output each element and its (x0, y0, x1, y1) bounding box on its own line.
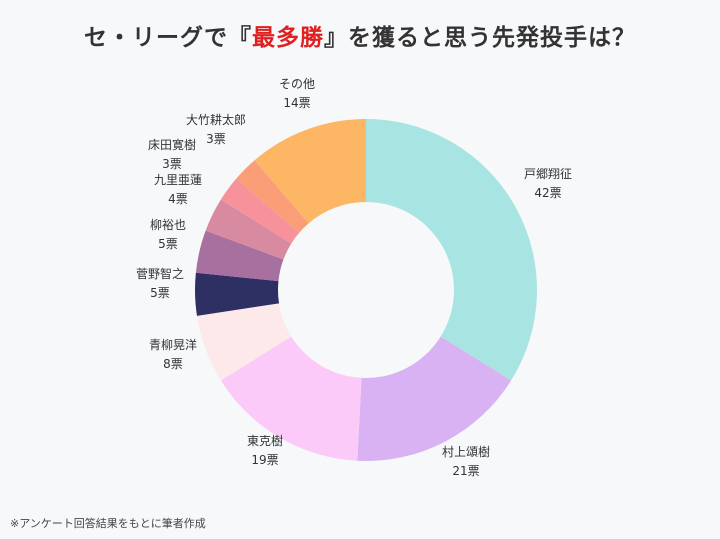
slice-label-1: 戸郷翔征 42票 (524, 167, 572, 200)
slice-label-value-2: 21票 (452, 464, 479, 478)
slice-label-name-5: 菅野智之 (136, 266, 184, 281)
slice-5 (195, 272, 280, 316)
slice-label-name-9: 大竹耕太郎 (186, 112, 246, 127)
slice-label-value-10: 14票 (283, 96, 310, 110)
slice-1 (366, 119, 537, 381)
slice-label-name-7: 九里亜蓮 (154, 173, 202, 187)
title-prefix: セ・リーグで『 (84, 25, 252, 51)
slice-label-10: その他 14票 (279, 77, 315, 110)
slice-7 (205, 199, 292, 260)
slice-label-value-3: 19票 (251, 453, 278, 467)
slice-2 (357, 336, 512, 461)
slice-label-name-3: 東克樹 (247, 434, 283, 448)
slice-label-name-1: 戸郷翔征 (524, 167, 572, 181)
slice-label-6: 柳裕也 5票 (150, 217, 186, 251)
slice-label-name-4: 青柳晃洋 (149, 337, 197, 352)
slice-4 (196, 303, 292, 381)
slice-label-value-7: 4票 (168, 192, 188, 206)
slice-label-5: 菅野智之 5票 (136, 266, 184, 300)
slice-label-name-10: その他 (279, 77, 315, 91)
slice-9 (236, 160, 309, 233)
slice-label-4: 青柳晃洋 8票 (149, 337, 197, 371)
slice-label-name-6: 柳裕也 (150, 217, 186, 232)
slice-label-value-9: 3票 (206, 132, 226, 146)
slice-label-9: 大竹耕太郎 3票 (186, 112, 246, 146)
slice-label-value-1: 42票 (534, 186, 561, 200)
slice-label-name-8: 床田寛樹 (148, 137, 196, 152)
title-highlight: 最多勝 (252, 25, 324, 51)
title-suffix: 』を獲ると思う先発投手は？ (324, 25, 636, 51)
slice-3 (220, 336, 362, 461)
slice-8 (220, 178, 300, 244)
slice-label-value-4: 8票 (163, 357, 183, 371)
slice-label-8: 床田寛樹 3票 (148, 137, 196, 171)
chart-title: セ・リーグで『最多勝』を獲ると思う先発投手は？ (0, 18, 720, 52)
slice-label-value-5: 5票 (150, 286, 170, 300)
slice-label-2: 村上頌樹 21票 (442, 445, 490, 478)
slice-label-7: 九里亜蓮 4票 (154, 173, 202, 206)
slice-label-name-2: 村上頌樹 (442, 445, 490, 459)
slice-6 (195, 230, 284, 282)
slice-10 (254, 119, 366, 224)
slice-label-value-8: 3票 (162, 157, 182, 171)
slice-label-3: 東克樹 19票 (247, 434, 283, 467)
slice-label-value-6: 5票 (158, 237, 178, 251)
footnote: ※アンケート回答結果をもとに筆者作成 (10, 517, 206, 530)
